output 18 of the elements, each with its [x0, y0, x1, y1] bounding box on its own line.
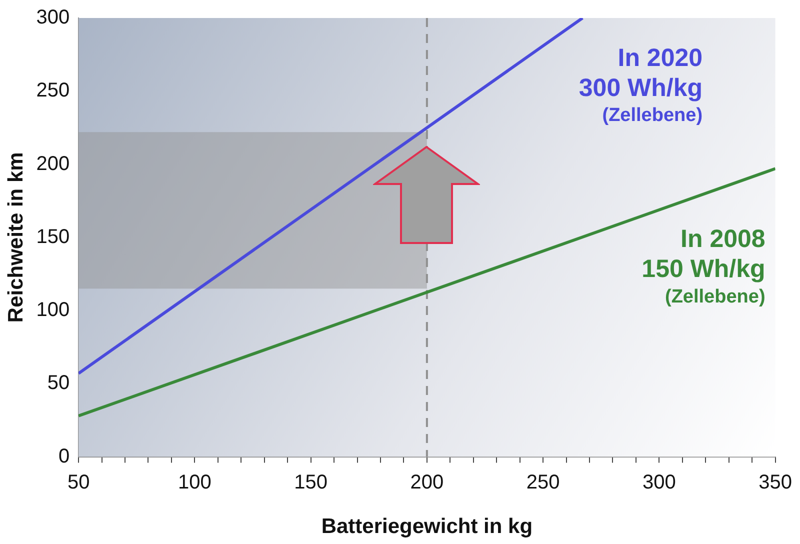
x-tick-label: 100 — [178, 471, 212, 494]
y-axis-title: Reichweite in km — [4, 152, 28, 323]
x-tick-label: 250 — [526, 471, 560, 494]
y-tick-label: 300 — [36, 6, 70, 29]
x-tick-label: 300 — [642, 471, 676, 494]
annotation: In 2020 300 Wh/kg (Zellebene) — [578, 44, 703, 126]
annotation: In 2008 150 Wh/kg (Zellebene) — [642, 225, 766, 308]
x-tick-label: 200 — [410, 471, 444, 494]
x-tick-label: 350 — [758, 471, 792, 494]
y-tick-label: 150 — [36, 226, 70, 248]
y-tick-label: 50 — [47, 372, 70, 394]
x-tick-label: 50 — [67, 471, 90, 494]
y-tick-label: 250 — [36, 80, 70, 102]
y-tick-label: 100 — [36, 299, 70, 322]
y-tick-label: 0 — [58, 445, 70, 468]
x-tick-label: 150 — [294, 471, 328, 494]
y-tick-label: 200 — [36, 152, 70, 175]
x-axis-title: Batteriegewicht in kg — [321, 515, 533, 538]
